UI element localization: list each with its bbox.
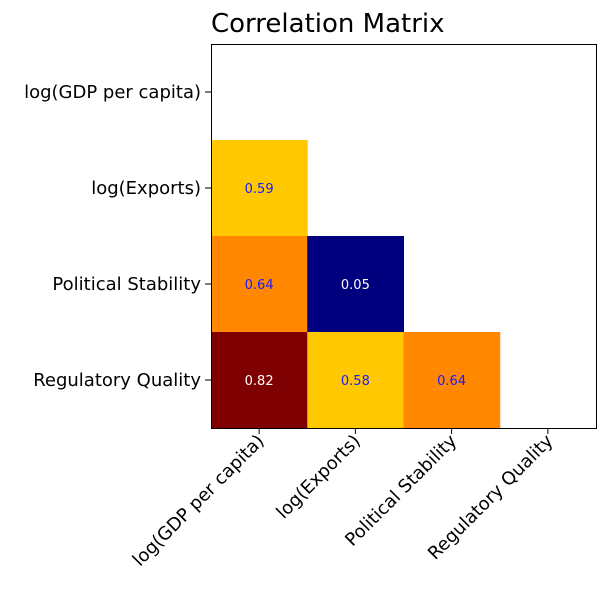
chart-title: Correlation Matrix — [211, 9, 445, 39]
heatmap-cell — [403, 332, 501, 429]
cell-value-label: 0.64 — [437, 374, 466, 389]
heatmap-cell — [211, 332, 308, 429]
x-axis-ticks: log(GDP per capita) log(Exports)Political… — [129, 428, 558, 571]
y-axis-ticks: log(GDP per capita) log(Exports) Political… — [24, 82, 211, 391]
plot-frame — [211, 44, 597, 429]
y-tick-label: Regulatory Quality — [33, 370, 201, 391]
x-tick-label: log(GDP per capita) — [129, 431, 269, 571]
heatmap-cell — [307, 236, 404, 333]
cell-value-label: 0.05 — [341, 278, 370, 293]
heatmap-cell — [211, 140, 308, 237]
cell-value-label: 0.64 — [245, 278, 274, 293]
y-tick-label: log(Exports) — [91, 178, 201, 199]
cell-value-label: 0.58 — [341, 374, 370, 389]
cell-value-label: 0.59 — [245, 182, 274, 197]
heatmap-cell — [307, 332, 404, 429]
y-tick-label: log(GDP per capita) — [24, 82, 201, 103]
heatmap-cells: 0.59 0.64 0.05 0.82 0.58 0.64 — [211, 140, 501, 429]
cell-value-label: 0.82 — [245, 374, 274, 389]
y-tick-label: Political Stability — [52, 274, 201, 295]
x-tick-label: log(Exports) — [272, 431, 364, 523]
heatmap-cell — [211, 236, 308, 333]
